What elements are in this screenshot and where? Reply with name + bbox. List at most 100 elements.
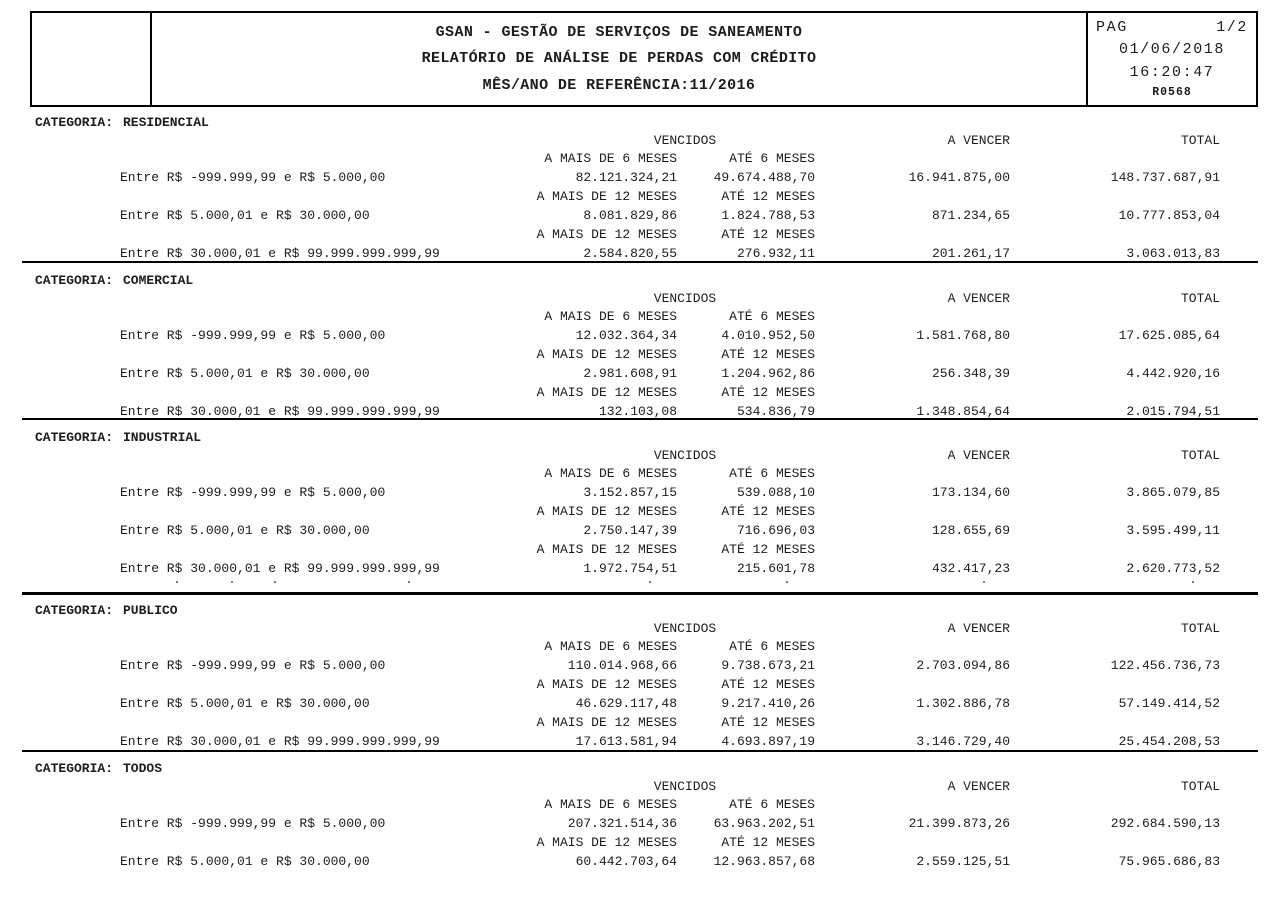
subheader-vencidos-mais: A MAIS DE 6 MESES bbox=[544, 151, 677, 166]
subheader-vencidos-mais: A MAIS DE 12 MESES bbox=[536, 542, 677, 557]
data-row: Entre R$ -999.999,99 e R$ 5.000,00 207.3… bbox=[0, 814, 1266, 833]
value-a-vencer: 3.146.729,40 bbox=[916, 734, 1010, 749]
subheader-row: A MAIS DE 6 MESES ATÉ 6 MESES bbox=[0, 149, 1266, 168]
value-vencidos-ate: 9.738.673,21 bbox=[721, 658, 815, 673]
value-total: 25.454.208,53 bbox=[1118, 734, 1220, 749]
clipped-row-artifact bbox=[0, 581, 1266, 585]
data-row: Entre R$ -999.999,99 e R$ 5.000,00 110.0… bbox=[0, 656, 1266, 675]
range-label: Entre R$ -999.999,99 e R$ 5.000,00 bbox=[120, 816, 386, 831]
subheader-vencidos-mais: A MAIS DE 6 MESES bbox=[544, 466, 677, 481]
section-divider bbox=[22, 261, 1258, 263]
subheader-vencidos-ate: ATÉ 6 MESES bbox=[729, 797, 815, 812]
data-row: Entre R$ -999.999,99 e R$ 5.000,00 12.03… bbox=[0, 326, 1266, 345]
category-name: TODOS bbox=[123, 761, 163, 776]
value-vencidos-ate: 276.932,11 bbox=[736, 246, 815, 261]
data-row: Entre R$ 30.000,01 e R$ 99.999.999.999,9… bbox=[0, 732, 1266, 751]
value-vencidos-ate: 49.674.488,70 bbox=[713, 170, 815, 185]
value-total: 10.777.853,04 bbox=[1118, 208, 1220, 223]
value-vencidos-mais: 2.584.820,55 bbox=[583, 246, 677, 261]
data-row: Entre R$ 5.000,01 e R$ 30.000,00 2.750.1… bbox=[0, 521, 1266, 540]
data-row: Entre R$ 30.000,01 e R$ 99.999.999.999,9… bbox=[0, 244, 1266, 263]
subheader-vencidos-mais: A MAIS DE 12 MESES bbox=[536, 715, 677, 730]
subheader-row: A MAIS DE 12 MESES ATÉ 12 MESES bbox=[0, 345, 1266, 364]
range-label: Entre R$ 5.000,01 e R$ 30.000,00 bbox=[120, 523, 370, 538]
subheader-row: A MAIS DE 6 MESES ATÉ 6 MESES bbox=[0, 637, 1266, 656]
value-vencidos-ate: 4.010.952,50 bbox=[721, 328, 815, 343]
range-label: Entre R$ 30.000,01 e R$ 99.999.999.999,9… bbox=[120, 734, 440, 749]
report-title-block: GSAN - GESTÃO DE SERVIÇOS DE SANEAMENTO … bbox=[152, 13, 1086, 105]
report-title-line2: RELATÓRIO DE ANÁLISE DE PERDAS COM CRÉDI… bbox=[421, 50, 817, 68]
subheader-row: A MAIS DE 6 MESES ATÉ 6 MESES bbox=[0, 795, 1266, 814]
category-name: PUBLICO bbox=[123, 603, 178, 618]
subheader-vencidos-ate: ATÉ 12 MESES bbox=[721, 677, 815, 692]
value-a-vencer: 2.703.094,86 bbox=[916, 658, 1010, 673]
value-a-vencer: 21.399.873,26 bbox=[908, 816, 1010, 831]
subheader-vencidos-mais: A MAIS DE 12 MESES bbox=[536, 227, 677, 242]
range-label: Entre R$ -999.999,99 e R$ 5.000,00 bbox=[120, 485, 386, 500]
subheader-vencidos-ate: ATÉ 12 MESES bbox=[721, 504, 815, 519]
logo-area bbox=[32, 13, 152, 105]
value-vencidos-mais: 2.981.608,91 bbox=[583, 366, 677, 381]
value-vencidos-mais: 110.014.968,66 bbox=[567, 658, 677, 673]
report-time: 16:20:47 bbox=[1129, 63, 1215, 81]
subheader-row: A MAIS DE 6 MESES ATÉ 6 MESES bbox=[0, 307, 1266, 326]
value-a-vencer: 2.559.125,51 bbox=[916, 854, 1010, 869]
data-row: Entre R$ 30.000,01 e R$ 99.999.999.999,9… bbox=[0, 402, 1266, 421]
subheader-vencidos-ate: ATÉ 12 MESES bbox=[721, 227, 815, 242]
value-total: 17.625.085,64 bbox=[1118, 328, 1220, 343]
range-label: Entre R$ 5.000,01 e R$ 30.000,00 bbox=[120, 208, 370, 223]
col-header-a-vencer: A VENCER bbox=[947, 779, 1010, 794]
subheader-row: A MAIS DE 6 MESES ATÉ 6 MESES bbox=[0, 464, 1266, 483]
col-header-total: TOTAL bbox=[1180, 779, 1220, 794]
data-row: Entre R$ 30.000,01 e R$ 99.999.999.999,9… bbox=[0, 559, 1266, 578]
value-a-vencer: 1.581.768,80 bbox=[916, 328, 1010, 343]
value-vencidos-mais: 207.321.514,36 bbox=[567, 816, 677, 831]
subheader-vencidos-mais: A MAIS DE 12 MESES bbox=[536, 504, 677, 519]
data-row: Entre R$ 5.000,01 e R$ 30.000,00 2.981.6… bbox=[0, 364, 1266, 383]
col-header-vencidos: VENCIDOS bbox=[653, 621, 717, 636]
category-row: CATEGORIA: COMERCIAL bbox=[0, 274, 1266, 287]
value-a-vencer: 256.348,39 bbox=[931, 366, 1010, 381]
subheader-vencidos-ate: ATÉ 12 MESES bbox=[721, 715, 815, 730]
report-header: GSAN - GESTÃO DE SERVIÇOS DE SANEAMENTO … bbox=[30, 11, 1258, 107]
column-header-row: VENCIDOS A VENCER TOTAL bbox=[0, 129, 1266, 149]
subheader-vencidos-ate: ATÉ 12 MESES bbox=[721, 347, 815, 362]
range-label: Entre R$ -999.999,99 e R$ 5.000,00 bbox=[120, 658, 386, 673]
subheader-vencidos-ate: ATÉ 12 MESES bbox=[721, 385, 815, 400]
value-vencidos-ate: 534.836,79 bbox=[736, 404, 815, 419]
value-vencidos-ate: 215.601,78 bbox=[736, 561, 815, 576]
value-total: 3.063.013,83 bbox=[1126, 246, 1220, 261]
section-industrial: CATEGORIA: INDUSTRIAL VENCIDOS A VENCER … bbox=[0, 431, 1266, 578]
subheader-vencidos-ate: ATÉ 6 MESES bbox=[729, 466, 815, 481]
col-header-a-vencer: A VENCER bbox=[947, 291, 1010, 306]
category-row: CATEGORIA: TODOS bbox=[0, 762, 1266, 775]
value-total: 3.865.079,85 bbox=[1126, 485, 1220, 500]
col-header-total: TOTAL bbox=[1180, 448, 1220, 463]
section-publico: CATEGORIA: PUBLICO VENCIDOS A VENCER TOT… bbox=[0, 604, 1266, 751]
value-vencidos-ate: 539.088,10 bbox=[736, 485, 815, 500]
subheader-row: A MAIS DE 12 MESES ATÉ 12 MESES bbox=[0, 675, 1266, 694]
range-label: Entre R$ -999.999,99 e R$ 5.000,00 bbox=[120, 328, 386, 343]
subheader-vencidos-mais: A MAIS DE 12 MESES bbox=[536, 347, 677, 362]
category-label: CATEGORIA: bbox=[35, 115, 114, 130]
category-name: INDUSTRIAL bbox=[123, 430, 202, 445]
value-a-vencer: 16.941.875,00 bbox=[908, 170, 1010, 185]
subheader-row: A MAIS DE 12 MESES ATÉ 12 MESES bbox=[0, 833, 1266, 852]
subheader-vencidos-ate: ATÉ 6 MESES bbox=[729, 309, 815, 324]
col-header-a-vencer: A VENCER bbox=[947, 133, 1010, 148]
category-name: COMERCIAL bbox=[123, 273, 194, 288]
value-a-vencer: 1.302.886,78 bbox=[916, 696, 1010, 711]
subheader-vencidos-ate: ATÉ 12 MESES bbox=[721, 189, 815, 204]
value-vencidos-mais: 3.152.857,15 bbox=[583, 485, 677, 500]
page-number-line: PAG 1/2 bbox=[1096, 19, 1248, 36]
category-label: CATEGORIA: bbox=[35, 430, 114, 445]
data-row: Entre R$ -999.999,99 e R$ 5.000,00 82.12… bbox=[0, 168, 1266, 187]
value-total: 2.620.773,52 bbox=[1126, 561, 1220, 576]
range-label: Entre R$ 5.000,01 e R$ 30.000,00 bbox=[120, 696, 370, 711]
subheader-vencidos-mais: A MAIS DE 12 MESES bbox=[536, 385, 677, 400]
subheader-vencidos-ate: ATÉ 12 MESES bbox=[721, 835, 815, 850]
col-header-total: TOTAL bbox=[1180, 291, 1220, 306]
report-title-line1: GSAN - GESTÃO DE SERVIÇOS DE SANEAMENTO bbox=[435, 23, 803, 41]
column-header-row: VENCIDOS A VENCER TOTAL bbox=[0, 775, 1266, 795]
range-label: Entre R$ 30.000,01 e R$ 99.999.999.999,9… bbox=[120, 561, 440, 576]
